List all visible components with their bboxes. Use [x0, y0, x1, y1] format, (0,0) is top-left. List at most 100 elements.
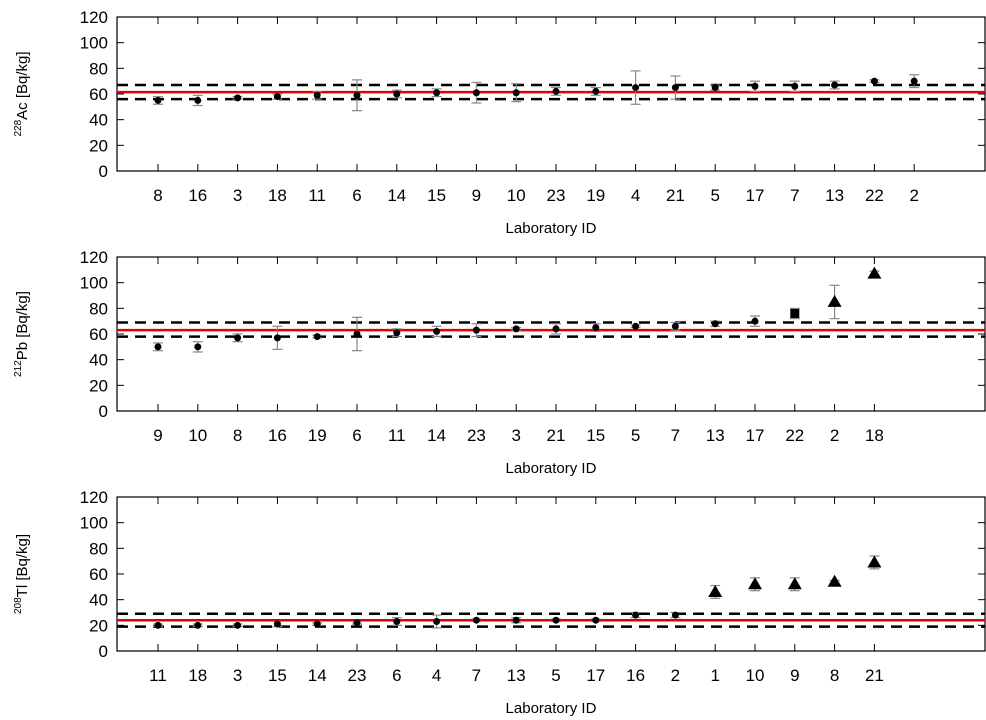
x-tick-label-lab-15: 15: [268, 666, 287, 685]
data-point-lab-17: [592, 616, 600, 624]
data-point-lab-5: [711, 84, 719, 92]
data-point-lab-7: [472, 616, 480, 624]
x-tick-label-lab-15: 15: [427, 186, 446, 205]
x-tick-label-lab-11: 11: [308, 186, 326, 205]
x-tick-label-lab-18: 18: [268, 186, 287, 205]
x-axis-ticks: 11 18 3 15 14 23 6 4 7 13 5 17 16 2 1 10 9 8 21: [149, 497, 884, 685]
data-point-lab-6: [353, 330, 361, 338]
data-point-lab-16: [632, 611, 640, 619]
x-tick-label-lab-22: 22: [865, 186, 884, 205]
data-point-lab-8: [234, 334, 242, 342]
data-point-lab-17: [751, 317, 759, 325]
x-tick-label-lab-2: 2: [830, 426, 839, 445]
x-tick-label-lab-11: 11: [149, 666, 167, 685]
x-tick-label-lab-18: 18: [865, 426, 884, 445]
x-tick-label-lab-9: 9: [790, 666, 799, 685]
x-tick-label-lab-5: 5: [631, 426, 640, 445]
data-point-lab-17: [751, 82, 759, 90]
y-tick-label: 100: [80, 514, 108, 533]
x-tick-label-lab-10: 10: [188, 426, 207, 445]
y-tick-label: 40: [89, 351, 108, 370]
x-tick-label-lab-13: 13: [706, 426, 725, 445]
data-point-lab-5: [632, 322, 640, 330]
data-point-lab-3: [234, 621, 242, 629]
x-tick-label-lab-5: 5: [710, 186, 719, 205]
y-tick-label: 20: [89, 616, 108, 635]
x-tick-label-lab-23: 23: [348, 666, 367, 685]
panel-pb212: 0 20 40 60 80 100 120 9 10 8 16 19 6 11 14 23 3 21 15 5 7 13…: [13, 248, 986, 477]
x-tick-label-lab-2: 2: [671, 666, 680, 685]
y-axis-label-unit: Ac [Bq/kg]: [14, 51, 31, 119]
x-tick-label-lab-6: 6: [392, 666, 401, 685]
data-point-lab-15: [592, 324, 600, 332]
data-points: [153, 266, 882, 353]
data-point-lab-7: [791, 82, 799, 90]
data-point-lab-16: [194, 96, 202, 104]
y-tick-label: 60: [89, 565, 108, 584]
reference-lines: [117, 321, 985, 338]
data-point-lab-11: [393, 329, 401, 337]
y-axis-ticks: 0 20 40 60 80 100 120: [80, 8, 985, 181]
y-tick-label: 60: [89, 325, 108, 344]
x-axis-label: Laboratory ID: [506, 700, 597, 717]
data-point-lab-7: [671, 322, 679, 330]
y-tick-label: 0: [99, 642, 108, 661]
data-point-lab-2: [671, 611, 679, 619]
y-axis-label-unit: Tl [Bq/kg]: [14, 534, 31, 597]
data-point-lab-2: [827, 294, 842, 307]
data-point-lab-16: [273, 334, 281, 342]
y-tick-label: 80: [89, 539, 108, 558]
x-tick-label-lab-17: 17: [746, 426, 765, 445]
x-tick-label-lab-6: 6: [352, 426, 361, 445]
data-points: [153, 555, 882, 629]
x-tick-label-lab-21: 21: [865, 666, 884, 685]
data-point-lab-21: [867, 555, 882, 568]
x-tick-label-lab-4: 4: [432, 666, 441, 685]
reference-lines: [117, 83, 985, 101]
data-point-lab-15: [433, 89, 441, 97]
x-axis-label: Laboratory ID: [506, 220, 597, 237]
y-tick-label: 0: [99, 402, 108, 421]
x-tick-label-lab-23: 23: [467, 426, 486, 445]
data-point-lab-11: [313, 91, 321, 99]
y-axis-ticks: 0 20 40 60 80 100 120: [80, 248, 985, 421]
y-tick-label: 120: [80, 8, 108, 27]
data-point-lab-6: [353, 91, 361, 99]
x-tick-label-lab-10: 10: [746, 666, 765, 685]
y-tick-label: 20: [89, 136, 108, 155]
data-point-lab-8: [827, 574, 842, 587]
x-tick-label-lab-6: 6: [352, 186, 361, 205]
x-tick-label-lab-8: 8: [830, 666, 839, 685]
data-point-lab-9: [787, 577, 802, 590]
data-point-lab-18: [194, 621, 202, 629]
data-point-lab-21: [671, 84, 679, 92]
data-point-lab-8: [154, 96, 162, 104]
x-tick-label-lab-3: 3: [233, 186, 242, 205]
x-tick-label-lab-1: 1: [710, 666, 719, 685]
x-tick-label-lab-19: 19: [586, 186, 605, 205]
x-tick-label-lab-8: 8: [153, 186, 162, 205]
x-tick-label-lab-9: 9: [472, 186, 481, 205]
x-tick-label-lab-14: 14: [308, 666, 327, 685]
y-tick-label: 40: [89, 591, 108, 610]
y-tick-label: 80: [89, 59, 108, 78]
x-tick-label-lab-7: 7: [671, 426, 680, 445]
data-point-lab-14: [393, 90, 401, 98]
data-point-lab-18: [273, 93, 281, 101]
y-tick-label: 0: [99, 162, 108, 181]
data-point-lab-13: [711, 320, 719, 328]
data-point-lab-9: [154, 343, 162, 351]
x-tick-label-lab-3: 3: [511, 426, 520, 445]
plot-frame: [116, 496, 986, 652]
data-point-lab-23: [472, 326, 480, 334]
y-axis-label-isotope: 228: [13, 119, 24, 136]
x-axis-label: Laboratory ID: [506, 460, 597, 477]
data-point-lab-11: [154, 621, 162, 629]
data-point-lab-23: [353, 619, 361, 627]
reference-lines: [117, 612, 985, 628]
panel-ac228: 0 20 40 60 80 100 120 8 16 3 18 11 6 14 15 9 10 23 19 4 21 5…: [13, 8, 986, 237]
data-point-lab-21: [552, 325, 560, 333]
data-point-lab-15: [273, 620, 281, 628]
data-points: [153, 70, 920, 112]
